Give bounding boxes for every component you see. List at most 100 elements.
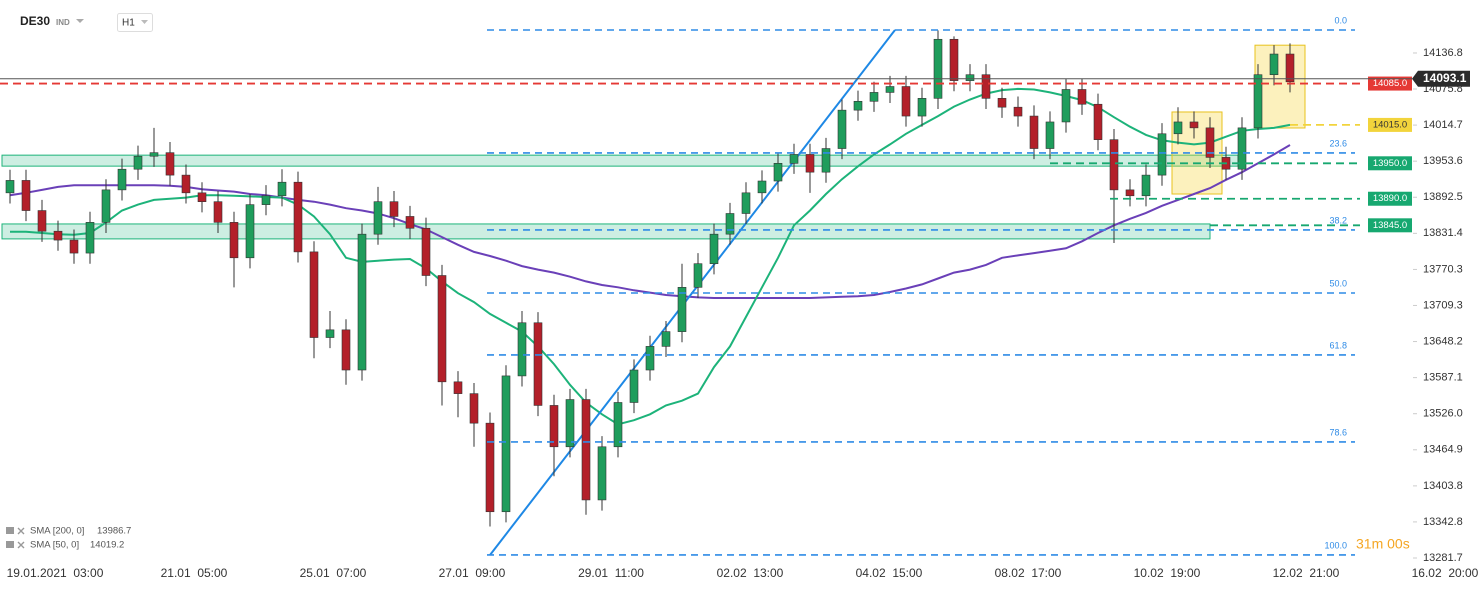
legend-close[interactable] (17, 527, 25, 535)
y-tick-label: 13648.2 (1423, 335, 1463, 347)
candle-body (309, 251, 319, 338)
plot (1, 29, 1306, 556)
candle-body (789, 154, 799, 164)
candle-body (1157, 133, 1167, 176)
candle-body (1093, 103, 1103, 140)
y-tick-label: 13770.3 (1423, 263, 1463, 275)
candle-body (37, 210, 47, 232)
y-tick-label: 13403.8 (1423, 480, 1463, 492)
fib-label: 50.0 (1329, 278, 1347, 288)
candle-body (869, 92, 879, 102)
candle-body (581, 399, 591, 501)
timeframe: H1 (122, 18, 135, 29)
candle-body (1189, 121, 1199, 129)
candle-body (1237, 127, 1247, 170)
x-tick-label: 29.01 11:00 (578, 566, 644, 580)
candle-body (197, 192, 207, 202)
candle-body (341, 329, 351, 371)
candle-body (517, 322, 527, 377)
candle-body (389, 201, 399, 217)
legend-icon (6, 527, 14, 534)
candle-body (725, 213, 735, 235)
candle-body (773, 162, 783, 182)
candle-body (181, 174, 191, 194)
candle-body (565, 399, 575, 448)
level-label: 14085.0 (1373, 78, 1407, 89)
candle-body (805, 154, 815, 173)
candle-body (1109, 139, 1119, 191)
candle-body (757, 180, 767, 194)
legend-value: 14019.2 (90, 540, 124, 551)
x-tick-label: 25.01 07:00 (300, 566, 367, 580)
candle-body (213, 201, 223, 223)
candle-body (821, 148, 831, 173)
level-label: 13890.0 (1373, 193, 1407, 204)
level-label-box (1368, 191, 1412, 206)
candle-body (1173, 121, 1183, 135)
fib-label: 100.0 (1324, 540, 1347, 550)
x-tick-label: 21.01 05:00 (161, 566, 228, 580)
candle-body (229, 222, 239, 259)
candle-body (437, 275, 447, 383)
symbol: DE30 (20, 14, 50, 28)
candle-body (1029, 115, 1039, 149)
legend-close[interactable] (17, 541, 25, 549)
x-tick-label: 10.02 19:00 (1134, 566, 1201, 580)
candle-body (405, 216, 415, 229)
candle-body (1285, 53, 1295, 83)
symbol-dropdown[interactable] (76, 19, 84, 23)
y-tick-label: 13342.8 (1423, 516, 1463, 528)
candle-body (597, 446, 607, 501)
y-tick-label: 13831.4 (1423, 227, 1463, 239)
legend-icons (6, 527, 25, 549)
level-label-box (1368, 218, 1412, 233)
countdown-timer: 31m 00s (1356, 536, 1410, 552)
candle-body (117, 168, 127, 191)
candle-body (1045, 121, 1055, 149)
candle-body (709, 233, 719, 264)
candle-body (933, 38, 943, 99)
candle-body (357, 233, 367, 371)
x-tick-label: 16.02 20:00 (1412, 566, 1479, 580)
highlight-box (1254, 44, 1306, 129)
y-tick-label: 14014.7 (1423, 119, 1463, 131)
x-tick-label: 27.01 09:00 (439, 566, 506, 580)
y-tick-label: 13709.3 (1423, 299, 1463, 311)
level-label-box (1368, 76, 1412, 91)
y-tick-label: 13526.0 (1423, 408, 1463, 420)
x-tick-label: 02.02 13:00 (717, 566, 784, 580)
level-label: 13950.0 (1373, 158, 1407, 169)
candle-body (21, 180, 31, 211)
level-label-box (1368, 117, 1412, 132)
last-price-box (1412, 70, 1470, 87)
candle-body (1269, 53, 1279, 76)
candle-body (485, 422, 495, 513)
candle-body (325, 329, 335, 338)
legend-icon (6, 541, 14, 548)
candle-body (149, 152, 159, 157)
candle-body (853, 100, 863, 111)
candle-body (677, 287, 687, 332)
candle-body (133, 155, 143, 170)
legend-name: SMA [50, 0] (30, 540, 79, 551)
candle-body (453, 381, 463, 394)
fib-label: 23.6 (1329, 138, 1347, 148)
level-label: 14015.0 (1373, 119, 1407, 130)
candle-body (1141, 174, 1151, 197)
candle-body (885, 86, 895, 93)
candle-body (901, 86, 911, 117)
support-zone (1, 154, 1239, 167)
candle-body (69, 239, 79, 254)
candle-body (1061, 89, 1071, 123)
fib-label: 61.8 (1329, 340, 1347, 350)
y-tick-label: 13587.1 (1423, 372, 1463, 384)
candle-body (661, 331, 671, 347)
y-tick-label: 14136.8 (1423, 47, 1463, 59)
timeframe-box[interactable] (117, 13, 153, 32)
candle-body (421, 227, 431, 276)
candle-body (1013, 106, 1023, 117)
candle-body (501, 375, 511, 513)
candle-body (741, 192, 751, 214)
